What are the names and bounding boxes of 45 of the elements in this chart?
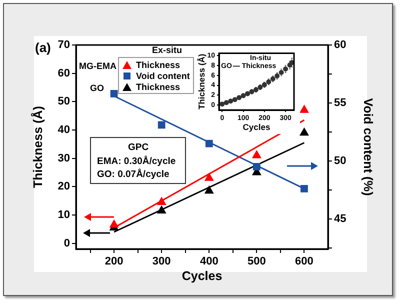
point [300, 105, 309, 113]
point [300, 185, 308, 192]
legend-label: Void content [136, 70, 190, 80]
y-tick-label: 30 [58, 152, 70, 164]
point [110, 220, 118, 228]
annotation: GO: 0.07Å/cycle [97, 169, 170, 180]
y-tick-label: 10 [58, 209, 70, 222]
y-tick-label: 70 [58, 39, 70, 52]
legend-label: Thickness [136, 60, 180, 70]
text: (a) [35, 40, 51, 55]
y2-axis-title: Void content (%) [361, 98, 376, 196]
legend-label: Thickness [136, 82, 180, 92]
x-axis-title: Cycles [182, 268, 222, 283]
point [204, 173, 214, 181]
annotation: GO [90, 83, 104, 93]
point [157, 206, 166, 214]
y-axis-title: Thickness (Å) [196, 54, 206, 110]
x-tick-label: 200 [104, 256, 124, 268]
point [300, 128, 309, 136]
y-tick-label: 50 [58, 96, 70, 108]
y-tick-label: 20 [58, 180, 70, 193]
x-tick-label: 500 [248, 256, 266, 268]
point [110, 90, 118, 98]
point [205, 140, 213, 148]
point [253, 163, 260, 170]
y2-tick-label: 45 [334, 212, 346, 225]
point [157, 197, 166, 205]
y-axis-title: Thickness (Å) [30, 106, 45, 188]
y-tick-label: 0 [64, 237, 70, 250]
annotation: Ex-situ [152, 45, 182, 55]
x-axis-title: Cycles [242, 122, 270, 132]
point [204, 186, 214, 194]
x-tick-label: 400 [200, 256, 218, 268]
point [252, 150, 262, 158]
annotation: EMA: 0.30Å/cycle [97, 156, 176, 167]
x-tick-label: 600 [295, 256, 314, 268]
annotation: MG-EMA [79, 61, 116, 71]
point [158, 121, 166, 129]
y-tick-label: 60 [58, 67, 70, 80]
y2-tick-label: 60 [334, 39, 346, 52]
x-tick-label: 300 [152, 256, 171, 268]
annotation: GPC [128, 142, 149, 153]
y-tick-label: 40 [58, 124, 70, 136]
y2-tick-label: 55 [334, 96, 346, 109]
y2-tick-label: 50 [334, 154, 346, 167]
